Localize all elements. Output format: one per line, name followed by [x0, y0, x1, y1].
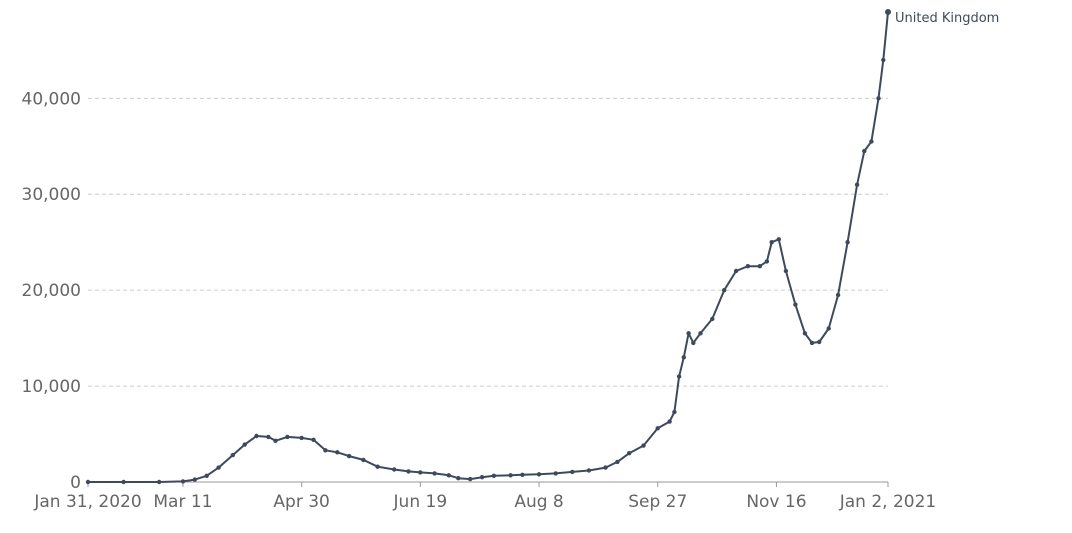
data-point	[361, 457, 366, 463]
y-tick-label: 30,000	[22, 185, 81, 205]
data-point	[862, 148, 867, 154]
data-point	[793, 302, 798, 307]
data-point	[710, 316, 715, 322]
data-point	[733, 268, 739, 274]
data-point	[121, 479, 126, 485]
data-point	[216, 465, 221, 470]
data-point	[817, 339, 822, 345]
x-tick-label: Apr 30	[273, 492, 329, 512]
data-point	[392, 467, 397, 472]
data-point	[764, 259, 770, 264]
series-end-marker	[885, 9, 891, 15]
x-tick-label: Aug 8	[514, 492, 563, 512]
grid-layer	[88, 97, 888, 387]
data-point	[722, 288, 727, 293]
data-point	[299, 435, 304, 441]
data-point	[845, 240, 850, 245]
data-point	[627, 451, 632, 456]
y-tick-label: 40,000	[22, 89, 81, 109]
data-point	[691, 340, 696, 346]
data-point	[266, 434, 271, 440]
data-point	[230, 452, 235, 458]
data-point	[802, 331, 808, 336]
data-point	[745, 264, 751, 269]
data-point	[553, 471, 558, 476]
data-point	[418, 470, 423, 475]
x-tick-label: Sep 27	[628, 492, 687, 512]
data-point	[672, 409, 677, 415]
data-point	[769, 240, 774, 245]
data-point	[520, 472, 525, 477]
data-point	[869, 139, 874, 144]
data-point	[854, 182, 860, 187]
data-point	[655, 426, 660, 431]
y-tick-label: 0	[70, 473, 81, 493]
x-tick-label: Jan 2, 2021	[839, 492, 937, 512]
data-point	[375, 464, 380, 469]
data-point	[826, 326, 831, 331]
data-point	[586, 468, 592, 473]
data-point	[85, 479, 91, 485]
data-point	[686, 331, 691, 336]
data-point	[273, 438, 278, 443]
data-point	[491, 473, 497, 478]
data-point	[776, 237, 781, 242]
data-point	[311, 437, 316, 442]
data-point	[468, 476, 473, 482]
data-point	[346, 453, 352, 459]
series-layer	[85, 9, 891, 485]
series-label: United Kingdom	[895, 11, 999, 26]
data-point	[681, 355, 686, 360]
data-point	[406, 469, 411, 474]
data-point	[157, 479, 162, 485]
data-point	[192, 477, 197, 482]
data-point	[570, 469, 575, 475]
y-tick-label: 20,000	[22, 281, 81, 301]
data-point	[335, 450, 340, 455]
data-point	[676, 374, 682, 379]
data-point	[835, 292, 841, 298]
data-point	[615, 459, 620, 465]
data-point	[242, 442, 247, 447]
data-point	[323, 448, 328, 453]
x-tick-label: Jun 19	[393, 492, 448, 512]
data-point	[809, 340, 815, 346]
data-point	[667, 419, 672, 424]
x-tick-label: Jan 31, 2020	[33, 492, 141, 512]
x-tick-label: Nov 16	[746, 492, 806, 512]
data-point	[757, 264, 762, 269]
data-point	[446, 473, 451, 478]
data-point	[881, 57, 886, 63]
axis-layer	[87, 481, 889, 487]
series-line	[88, 11, 889, 483]
data-point	[508, 473, 513, 478]
data-point	[603, 465, 608, 470]
data-point	[285, 434, 290, 440]
data-point	[479, 475, 485, 480]
data-point	[254, 433, 259, 439]
label-layer: 0 10,000 20,000 30,000 40,000 Jan 31, 2020 Mar…	[22, 11, 1000, 512]
data-point	[783, 268, 789, 274]
x-tick-label: Mar 11	[153, 492, 212, 512]
data-point	[876, 96, 881, 101]
data-point	[536, 472, 542, 477]
data-point	[432, 471, 437, 476]
data-point	[698, 331, 703, 336]
data-point	[456, 476, 461, 481]
data-point	[180, 479, 186, 484]
data-point	[641, 443, 646, 448]
data-point	[204, 473, 209, 478]
y-tick-label: 10,000	[22, 377, 81, 397]
